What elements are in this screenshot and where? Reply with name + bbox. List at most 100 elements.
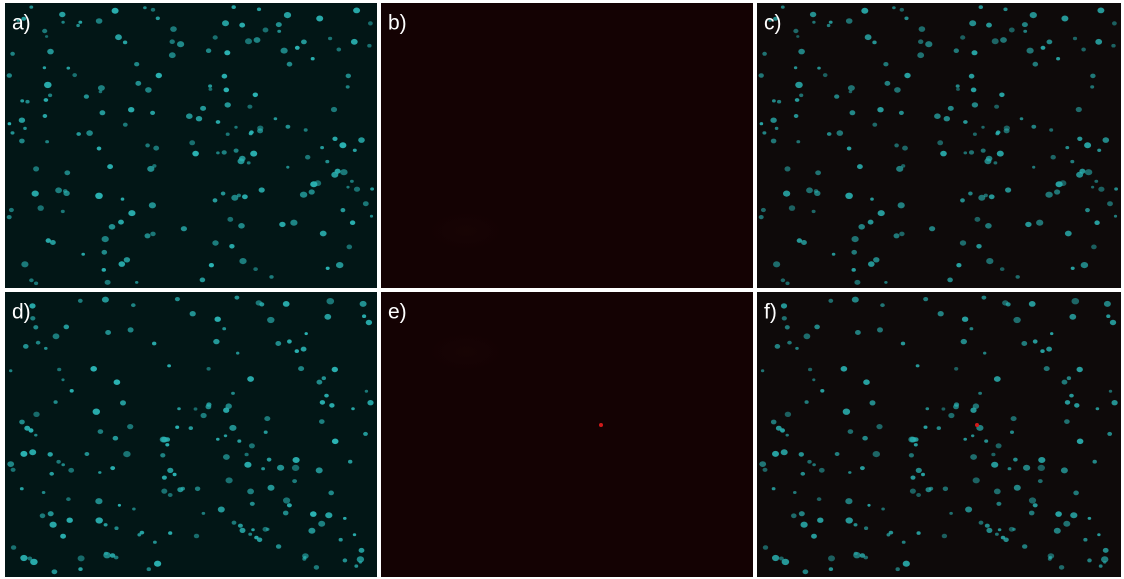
- nucleus: [319, 419, 325, 424]
- nucleus: [864, 526, 868, 530]
- nucleus: [36, 341, 41, 345]
- nucleus: [799, 94, 803, 98]
- nucleus: [264, 416, 270, 421]
- nucleus: [1106, 314, 1110, 318]
- nucleus: [320, 400, 325, 405]
- nucleus: [923, 297, 928, 301]
- nucleus: [849, 90, 853, 93]
- nucleus: [29, 6, 33, 9]
- nucleus: [268, 485, 275, 491]
- nucleus: [283, 301, 290, 307]
- nucleus: [1054, 189, 1060, 194]
- nucleus: [23, 127, 27, 130]
- nucleus: [305, 332, 308, 335]
- nucleus: [991, 462, 998, 468]
- nucleus: [1014, 485, 1021, 491]
- nucleus: [794, 66, 797, 69]
- nucleus: [914, 443, 918, 446]
- nucleus: [90, 366, 97, 372]
- nucleus: [256, 300, 262, 305]
- nucleus: [817, 67, 821, 70]
- nucleus: [759, 461, 766, 467]
- nucleus: [78, 567, 82, 571]
- nucleus: [340, 169, 347, 175]
- nucleus: [254, 37, 261, 43]
- nucleus: [332, 367, 338, 372]
- nucleus: [1063, 521, 1070, 527]
- nucleus: [1005, 187, 1011, 192]
- nucleus: [846, 517, 853, 523]
- nucleus: [1029, 497, 1036, 503]
- nucleus: [1013, 317, 1020, 323]
- nucleus: [850, 110, 856, 115]
- nucleus: [846, 18, 853, 24]
- nucleus: [863, 379, 870, 385]
- nucleus: [852, 297, 859, 303]
- nucleus: [245, 453, 249, 457]
- nucleus: [795, 347, 799, 350]
- nucleus: [257, 8, 261, 12]
- nucleus: [986, 23, 992, 28]
- nucleus: [54, 400, 58, 404]
- nucleus: [10, 52, 15, 56]
- nucleus: [817, 497, 822, 501]
- nucleus: [283, 511, 289, 516]
- nucleus: [814, 191, 820, 196]
- nucleus: [153, 146, 159, 151]
- nucleus: [797, 238, 802, 243]
- nucleus: [900, 8, 904, 12]
- nucleus: [168, 531, 172, 535]
- nucleus: [1090, 74, 1095, 79]
- nucleus: [292, 465, 299, 471]
- nucleus: [837, 130, 844, 136]
- nucleus: [862, 436, 868, 441]
- nucleus: [72, 73, 77, 77]
- nucleus: [70, 389, 74, 393]
- nucleus: [213, 35, 218, 39]
- nucleus: [339, 538, 343, 542]
- nucleus: [828, 555, 835, 561]
- nucleus: [961, 339, 967, 344]
- nucleus: [11, 131, 15, 134]
- nucleus: [61, 210, 65, 213]
- nucleus: [343, 517, 347, 520]
- nucleus: [95, 193, 103, 199]
- nucleus: [98, 471, 101, 474]
- nucleus: [793, 491, 797, 494]
- nucleus: [962, 317, 968, 322]
- nucleus: [1094, 180, 1098, 183]
- nucleus: [1081, 262, 1088, 268]
- nucleus: [118, 504, 121, 507]
- nucleus: [267, 317, 274, 323]
- nucleus: [365, 390, 368, 393]
- panel-background: [381, 3, 753, 288]
- nucleus: [970, 327, 974, 330]
- nucleus: [807, 460, 811, 464]
- nucleus: [238, 524, 243, 528]
- nucleus: [128, 210, 135, 216]
- nucleus: [293, 457, 300, 463]
- nucleus: [1079, 169, 1085, 174]
- nucleus: [239, 258, 246, 264]
- nucleus: [873, 257, 879, 262]
- nucleus: [213, 198, 218, 202]
- nucleus: [145, 233, 151, 238]
- nucleus: [775, 344, 781, 349]
- nucleus: [253, 267, 258, 271]
- nucleus: [114, 526, 118, 530]
- nucleus: [995, 132, 999, 135]
- nucleus: [57, 368, 61, 372]
- nucleus: [161, 437, 168, 443]
- nucleus: [851, 250, 857, 255]
- nucleus: [149, 202, 156, 208]
- nucleus: [286, 166, 289, 169]
- nucleus: [177, 41, 184, 47]
- nucleus: [346, 85, 350, 88]
- nucleus: [150, 111, 155, 115]
- nucleus: [295, 349, 299, 353]
- nucleus: [1056, 181, 1063, 187]
- nucleus: [791, 513, 797, 518]
- nucleus: [224, 88, 230, 93]
- nucleus: [55, 187, 62, 193]
- nucleus: [93, 409, 100, 415]
